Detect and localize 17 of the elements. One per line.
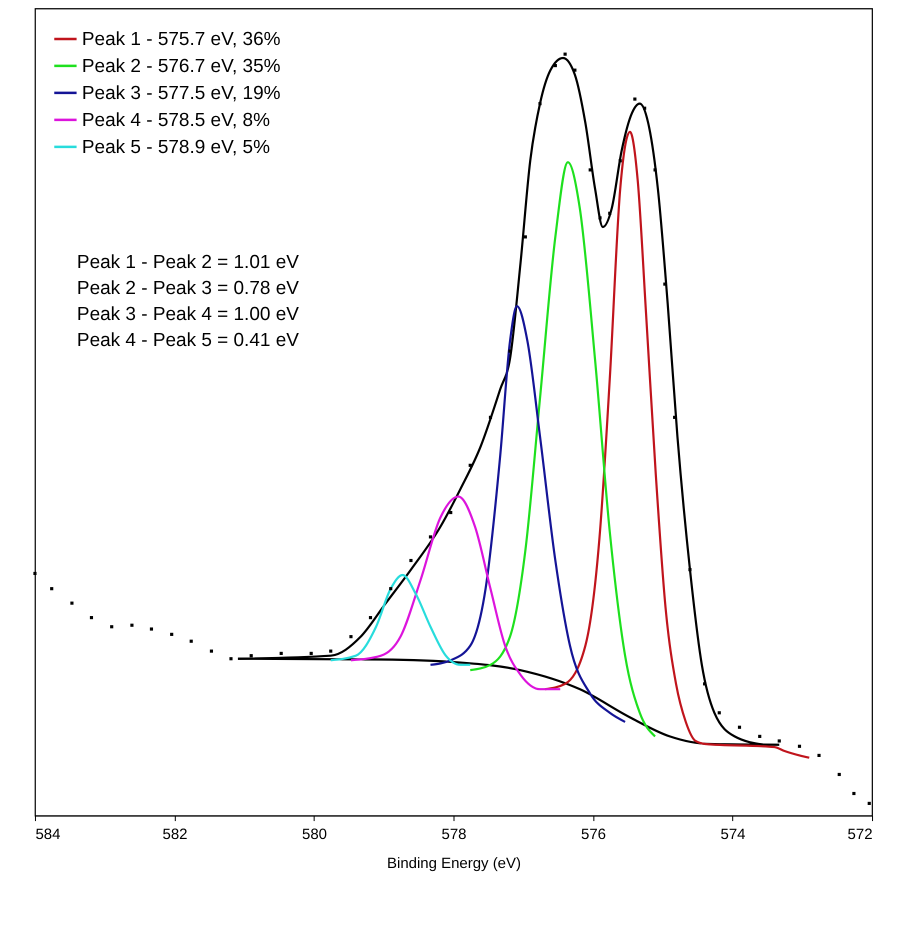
x-tick-label: 576 bbox=[581, 826, 606, 844]
legend-label: Peak 1 - 575.7 eV, 36% bbox=[82, 28, 281, 50]
annotation: Peak 3 - Peak 4 = 1.00 eV bbox=[76, 304, 300, 326]
annotation: Peak 2 - Peak 3 = 0.78 eV bbox=[76, 278, 300, 300]
legend-label: Peak 2 - 576.7 eV, 35% bbox=[82, 56, 281, 77]
legend-label: Peak 5 - 578.9 eV, 5% bbox=[82, 136, 270, 158]
legend-label: Peak 3 - 577.5 eV, 19% bbox=[82, 82, 281, 104]
x-tick-label: 572 bbox=[848, 826, 873, 844]
x-axis-title: Binding Energy (eV) bbox=[387, 855, 521, 872]
x-tick-label: 584 bbox=[35, 826, 60, 844]
x-tick-label: 578 bbox=[442, 826, 466, 844]
x-tick-label: 574 bbox=[720, 826, 746, 844]
x-tick-label: 582 bbox=[162, 826, 188, 844]
legend-label: Peak 4 - 578.5 eV, 8% bbox=[82, 110, 270, 131]
annotation: Peak 1 - Peak 2 = 1.01 eV bbox=[76, 252, 300, 274]
annotation: Peak 4 - Peak 5 = 0.41 eV bbox=[76, 330, 300, 352]
x-tick-label: 580 bbox=[302, 826, 327, 844]
